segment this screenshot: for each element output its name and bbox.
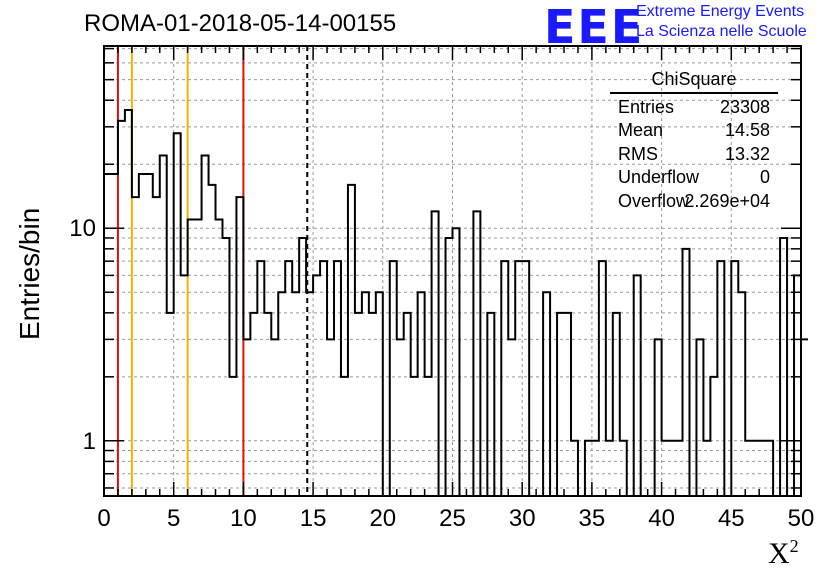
- y-tick-label: 10: [69, 215, 96, 242]
- x-tick-label: 50: [788, 505, 815, 532]
- eee-logo-caption: Extreme Energy Events La Scienza nelle S…: [636, 2, 807, 42]
- x-tick-label: 15: [300, 505, 327, 532]
- x-axis-label: X2: [768, 536, 799, 570]
- x-tick-label: 30: [509, 505, 536, 532]
- stats-value: 13.32: [724, 143, 770, 164]
- stats-value: 14.58: [724, 120, 770, 140]
- stats-value: 0: [759, 167, 770, 187]
- stats-key: Mean: [618, 120, 664, 140]
- x-tick-label: 0: [97, 505, 110, 532]
- stats-row-underflow: Underflow 0: [610, 166, 778, 190]
- stats-row-entries: Entries 23308: [610, 96, 778, 120]
- logo-line-1: Extreme Energy Events: [636, 3, 805, 20]
- x-tick-label: 20: [369, 505, 396, 532]
- stats-title: ChiSquare: [610, 68, 778, 94]
- stats-key: Entries: [618, 96, 675, 117]
- stats-key: RMS: [618, 143, 658, 164]
- stats-key: Overflow: [618, 190, 690, 211]
- stats-row-mean: Mean 14.58: [610, 119, 778, 143]
- stats-row-rms: RMS 13.32: [610, 143, 778, 167]
- stats-key: Underflow: [618, 167, 700, 187]
- x-tick-label: 35: [579, 505, 606, 532]
- page-title: ROMA-01-2018-05-14-00155: [84, 10, 397, 37]
- stats-box: ChiSquare Entries 23308 Mean 14.58 RMS 1…: [610, 68, 778, 213]
- stats-value: 23308: [719, 96, 770, 117]
- x-tick-label: 25: [439, 505, 466, 532]
- x-tick-label: 40: [648, 505, 675, 532]
- y-tick-label: 1: [83, 428, 96, 455]
- x-tick-label: 5: [167, 505, 180, 532]
- stats-value: 2.269e+04: [684, 190, 770, 211]
- x-tick-label: 45: [718, 505, 745, 532]
- stats-row-overflow: Overflow 2.269e+04: [610, 190, 778, 214]
- x-tick-label: 10: [230, 505, 257, 532]
- logo-line-2: La Scienza nelle Scuole: [636, 23, 807, 40]
